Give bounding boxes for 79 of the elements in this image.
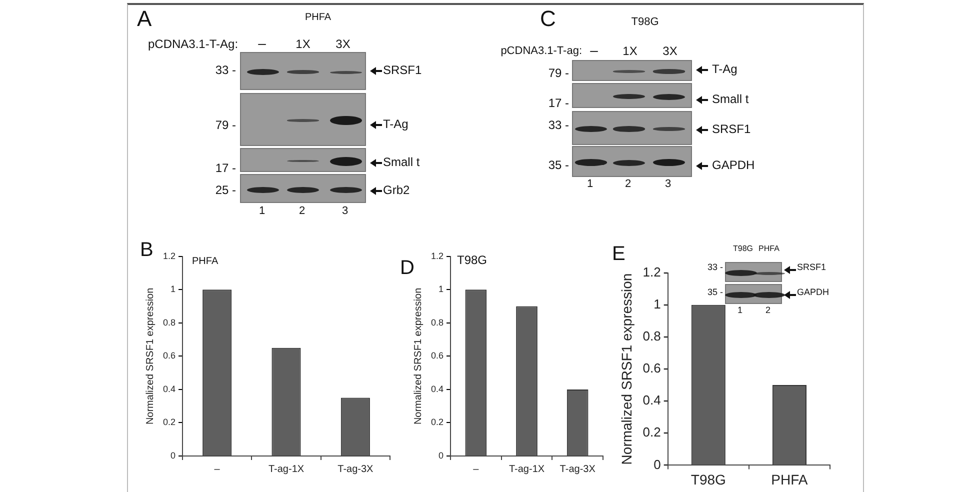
annotation: 2 bbox=[765, 305, 771, 315]
text: 3 bbox=[664, 178, 672, 190]
annotation: 1 bbox=[737, 305, 743, 315]
y-tick-label: 0.8 bbox=[162, 317, 176, 328]
text: GAPDH bbox=[712, 158, 755, 172]
y-tick-label: 0 bbox=[654, 456, 661, 472]
text: – bbox=[258, 35, 266, 51]
text: PHFA bbox=[304, 12, 332, 23]
text: 1X bbox=[622, 44, 638, 58]
text: 1 bbox=[258, 205, 266, 217]
text: pCDNA3.1-T-Ag: bbox=[148, 37, 238, 51]
y-tick-label: 0.2 bbox=[430, 417, 444, 428]
x-tick-label: T-ag-3X bbox=[560, 464, 596, 475]
text: SRSF1 bbox=[712, 122, 751, 136]
y-tick-label: 0.4 bbox=[430, 384, 444, 394]
text: 33 - bbox=[215, 63, 236, 77]
text: Small t bbox=[383, 155, 420, 169]
text: T98G bbox=[732, 244, 754, 253]
y-axis-title: Normalized SRSF1 expression bbox=[412, 288, 424, 425]
text: 17 - bbox=[215, 161, 236, 175]
x-tick-label: PHFA bbox=[771, 471, 808, 488]
x-tick-label: T-ag-1X bbox=[508, 464, 545, 475]
text: – bbox=[590, 42, 598, 58]
text: 2 bbox=[624, 178, 632, 190]
text: 2 bbox=[298, 205, 306, 217]
chart-title: T98G bbox=[457, 253, 488, 267]
text: Small t bbox=[712, 92, 749, 106]
text: 79 - bbox=[215, 118, 236, 132]
text: T-Ag bbox=[383, 117, 408, 131]
text: 33 - bbox=[707, 262, 723, 272]
x-tick-label: – bbox=[473, 464, 480, 475]
y-tick-label: 0.6 bbox=[642, 360, 661, 376]
annotation: 35 - bbox=[707, 287, 723, 297]
text: PHFA bbox=[758, 244, 780, 253]
text: 3X bbox=[336, 37, 350, 51]
chart-title: PHFA bbox=[192, 256, 218, 267]
y-tick-label: 0.8 bbox=[642, 328, 661, 344]
text: 1 bbox=[586, 178, 594, 190]
y-tick-label: 0.6 bbox=[162, 350, 176, 361]
y-tick-label: 1 bbox=[438, 284, 444, 294]
text: SRSF1 bbox=[383, 63, 422, 77]
y-tick-label: 0 bbox=[438, 450, 444, 460]
y-tick-label: 0.6 bbox=[430, 350, 444, 361]
y-tick-label: 0.2 bbox=[162, 417, 176, 428]
text: B bbox=[140, 239, 154, 261]
y-tick-label: 1 bbox=[654, 296, 661, 312]
y-axis-title: Normalized SRSF1 expression bbox=[144, 288, 156, 425]
text: T-Ag bbox=[712, 62, 738, 76]
y-tick-label: 0.8 bbox=[430, 317, 444, 328]
y-tick-label: 0.4 bbox=[642, 392, 661, 408]
y-tick-label: 1 bbox=[170, 284, 176, 294]
text: SRSF1 bbox=[797, 262, 826, 272]
text: A bbox=[137, 6, 152, 31]
text: 35 - bbox=[548, 158, 569, 172]
text: 25 - bbox=[215, 183, 236, 197]
x-tick-label: – bbox=[214, 464, 220, 475]
text: E bbox=[612, 243, 626, 265]
text: D bbox=[400, 257, 414, 279]
text: 1X bbox=[296, 37, 310, 51]
x-tick-label: T98G bbox=[690, 471, 726, 488]
y-tick-label: 0.2 bbox=[642, 424, 661, 440]
y-tick-label: 1.2 bbox=[430, 250, 444, 261]
text: T98G bbox=[631, 16, 659, 28]
text: 79 - bbox=[548, 66, 569, 80]
y-tick-label: 0 bbox=[170, 450, 176, 460]
annotation: GAPDH bbox=[797, 287, 830, 297]
text: pCDNA3.1-T-ag: bbox=[500, 45, 582, 57]
text: Grb2 bbox=[383, 183, 410, 197]
text: 3 bbox=[342, 205, 348, 217]
y-tick-label: 1.2 bbox=[642, 264, 661, 280]
text: C bbox=[540, 6, 556, 31]
text: 33 - bbox=[548, 118, 569, 132]
x-tick-label: T-ag-1X bbox=[268, 464, 304, 475]
text: 3X bbox=[662, 44, 678, 58]
y-axis-title: Normalized SRSF1 expression bbox=[618, 273, 634, 465]
y-tick-label: 0.4 bbox=[162, 384, 176, 394]
text: 17 - bbox=[548, 96, 569, 110]
x-tick-label: T-ag-3X bbox=[338, 464, 374, 475]
y-tick-label: 1.2 bbox=[162, 250, 176, 261]
